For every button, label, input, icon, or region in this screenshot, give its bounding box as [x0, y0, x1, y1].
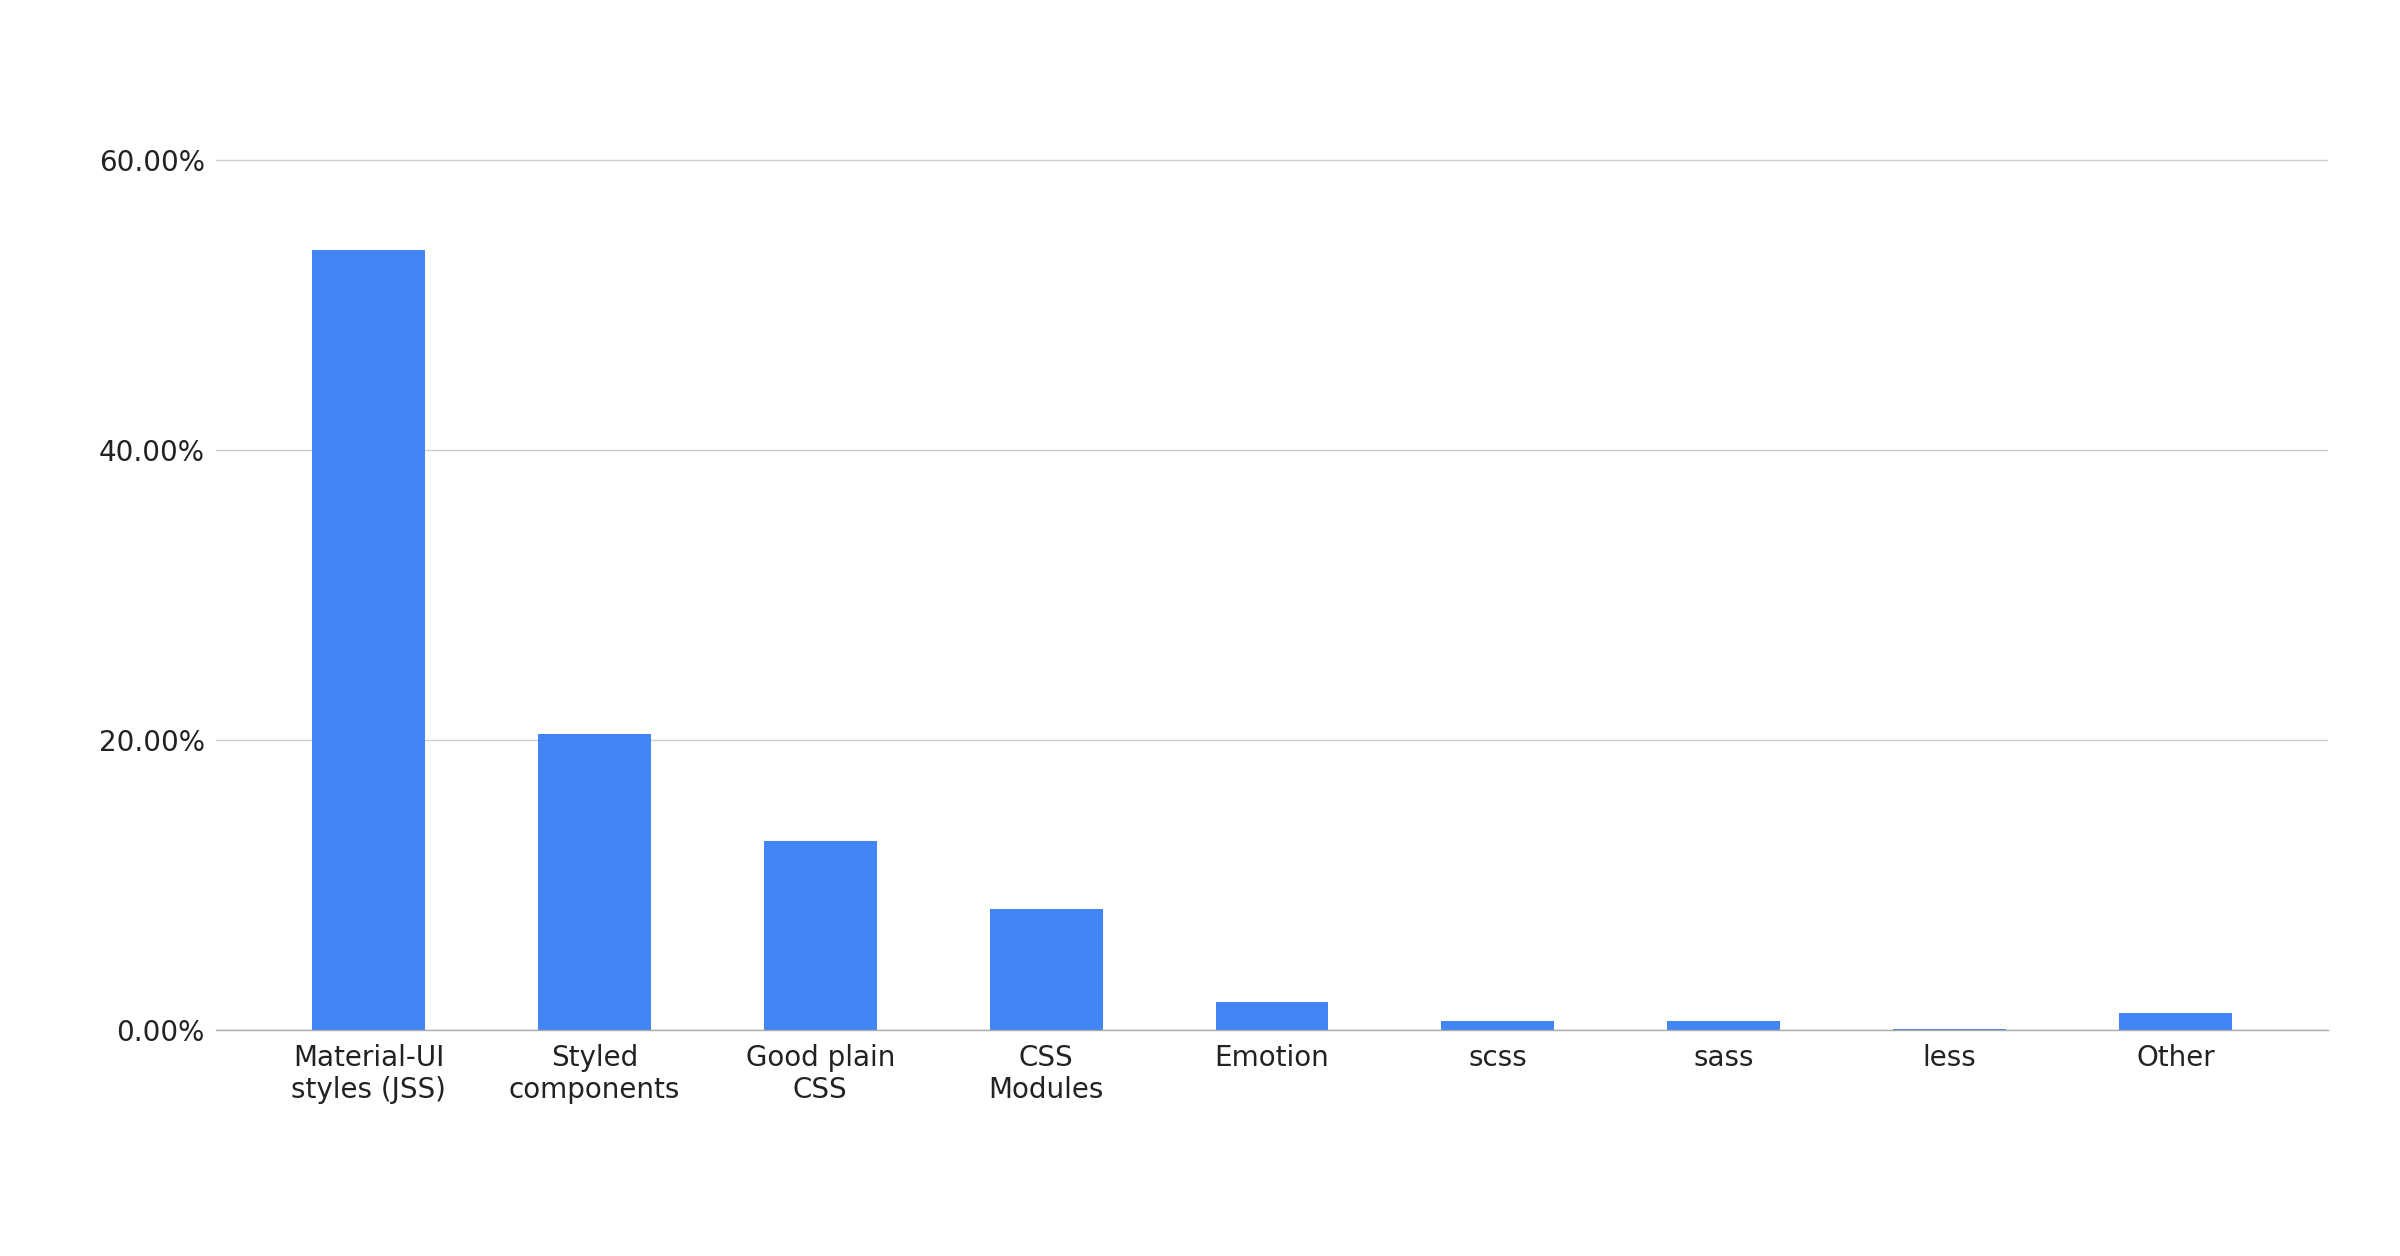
Bar	[538, 734, 650, 1030]
Bar	[1668, 1021, 1781, 1030]
Bar	[2119, 1012, 2232, 1030]
Bar	[1894, 1029, 2006, 1030]
Bar	[1442, 1021, 1555, 1030]
Bar	[763, 842, 876, 1030]
Bar	[989, 909, 1102, 1030]
Bar	[312, 250, 425, 1030]
Bar	[1214, 1001, 1330, 1030]
